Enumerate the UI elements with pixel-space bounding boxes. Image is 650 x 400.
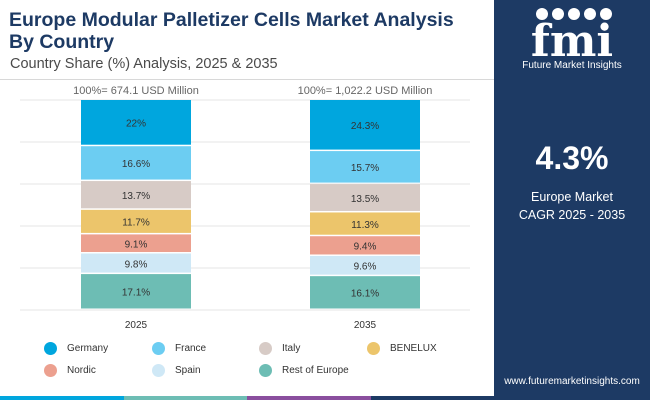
legend-swatch-icon: [44, 364, 57, 377]
bottom-bar-segment: [0, 396, 124, 400]
data-label: 17.1%: [122, 288, 150, 299]
bar-segment-italy: [310, 184, 420, 211]
legend-label: Nordic: [67, 365, 96, 376]
chart-legend: Germany France Italy BENELUX Nordic Spain Rest…: [44, 342, 484, 386]
x-tick-label: 2035: [354, 320, 377, 331]
data-label: 9.8%: [125, 259, 148, 270]
bar-segment-nordic: [81, 234, 191, 253]
legend-item-benelux: BENELUX: [367, 342, 437, 355]
chart-subtitle: Country Share (%) Analysis, 2025 & 2035: [10, 56, 278, 72]
data-label: 15.7%: [351, 163, 379, 174]
legend-item-italy: Italy: [259, 342, 300, 355]
bar-segment-france: [81, 146, 191, 180]
bar-segment-nordic: [310, 236, 420, 255]
bottom-color-bar: [0, 396, 494, 400]
legend-swatch-icon: [367, 342, 380, 355]
x-tick-label: 2025: [125, 320, 148, 331]
data-label: 11.7%: [122, 218, 150, 229]
chart-bars: 100%= 674.1 USD Million 22% 16.6% 13.7% 11.7…: [73, 85, 432, 331]
legend-swatch-icon: [259, 364, 272, 377]
legend-item-france: France: [152, 342, 206, 355]
brand-sidebar: fmi Future Market Insights 4.3% Europe M…: [494, 0, 650, 400]
bar-segment-france: [310, 151, 420, 183]
data-label: 13.7%: [122, 191, 150, 202]
bar-segment-germany: [81, 100, 191, 145]
data-label: 9.6%: [354, 262, 377, 273]
stacked-bar-chart: 100%= 674.1 USD Million 22% 16.6% 13.7% 11.7…: [20, 85, 470, 331]
fmi-logo-icon: fmi: [531, 8, 613, 66]
bar-segment-benelux: [81, 209, 191, 233]
chart-title: Europe Modular Palletizer Cells Market A…: [9, 9, 454, 53]
legend-item-nordic: Nordic: [44, 364, 96, 377]
bar-segment-spain: [81, 253, 191, 273]
cagr-label: Europe Market CAGR 2025 - 2035: [494, 188, 650, 224]
bottom-bar-segment: [247, 396, 371, 400]
bottom-bar-segment: [123, 396, 247, 400]
bar-segment-italy: [81, 181, 191, 209]
data-label: 9.1%: [125, 239, 148, 250]
legend-swatch-icon: [259, 342, 272, 355]
bar-total-label: 100%= 674.1 USD Million: [73, 85, 199, 97]
legend-swatch-icon: [152, 364, 165, 377]
legend-item-rest-of-europe: Rest of Europe: [259, 364, 349, 377]
legend-label: BENELUX: [390, 343, 437, 354]
data-label: 13.5%: [351, 194, 379, 205]
bottom-bar-segment: [370, 396, 494, 400]
legend-label: Germany: [67, 343, 109, 354]
bar-segment-rest-of-europe: [310, 276, 420, 309]
data-label: 24.3%: [351, 121, 379, 132]
bar-segment-rest-of-europe: [81, 274, 191, 309]
data-label: 11.3%: [351, 220, 379, 231]
logo-text: fmi: [531, 16, 613, 66]
legend-swatch-icon: [44, 342, 57, 355]
legend-label: Italy: [282, 343, 301, 354]
bar-total-label: 100%= 1,022.2 USD Million: [298, 85, 433, 97]
legend-swatch-icon: [152, 342, 165, 355]
legend-item-spain: Spain: [152, 364, 201, 377]
website-link[interactable]: www.futuremarketinsights.com: [504, 376, 640, 387]
legend-label: Spain: [175, 365, 201, 376]
legend-label: Rest of Europe: [282, 365, 349, 376]
cagr-value: 4.3%: [535, 140, 609, 176]
cagr-label-line1: Europe Market: [531, 190, 613, 204]
cagr-label-line2: CAGR 2025 - 2035: [518, 208, 626, 222]
header-divider: [0, 79, 494, 80]
data-label: 16.6%: [122, 159, 150, 170]
legend-item-germany: Germany: [44, 342, 108, 355]
bar-segment-germany: [310, 100, 420, 150]
bar-segment-spain: [310, 255, 420, 275]
data-label: 16.1%: [351, 289, 379, 300]
data-label: 22%: [126, 119, 146, 130]
legend-label: France: [175, 343, 207, 354]
data-label: 9.4%: [354, 242, 377, 253]
bar-segment-benelux: [310, 212, 420, 235]
brand-name: Future Market Insights: [522, 60, 622, 71]
